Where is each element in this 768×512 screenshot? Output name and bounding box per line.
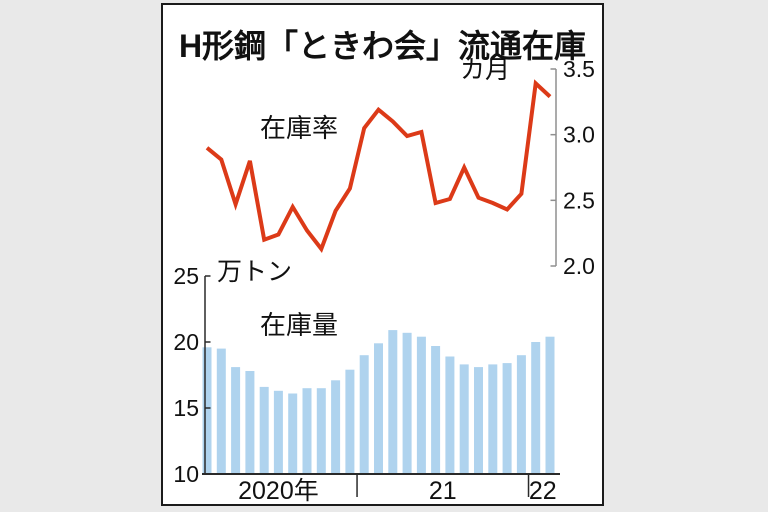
bar-month-25 (545, 336, 555, 474)
chart-panel: 25 20 15 10 2020年 21 22 3.5 3.0 2.5 2.0 H形鋼「ときわ会」流… (161, 3, 604, 506)
chart-canvas: 25 20 15 10 2020年 21 22 3.5 3.0 2.5 2.0 (173, 56, 595, 504)
line-series-label: 在庫率 (259, 113, 339, 143)
bar-month-20 (474, 367, 483, 474)
bar-y-axis-tick-label: 20 (173, 329, 199, 355)
bar-month-23 (516, 355, 526, 474)
bar-month-2 (216, 348, 226, 474)
bar-month-12 (359, 355, 369, 474)
bar-month-14 (388, 330, 398, 474)
bar-month-16 (416, 336, 426, 474)
bar-month-5 (259, 386, 269, 474)
bar-month-19 (459, 364, 469, 474)
bar-month-21 (488, 364, 498, 474)
bar-month-15 (402, 332, 412, 474)
line-y-axis-tick-label: 3.5 (563, 56, 595, 82)
x-axis-year-label: 22 (529, 477, 557, 504)
bar-series-label: 在庫量 (259, 310, 339, 340)
bar-month-1 (202, 347, 212, 474)
line-y-axis-tick-label: 2.5 (563, 187, 595, 213)
bar-axis-unit-label: 万トン (217, 258, 293, 286)
bar-month-6 (273, 390, 283, 474)
bar-month-7 (288, 393, 298, 474)
bar-month-8 (302, 388, 312, 474)
bar-y-axis-tick-label: 10 (173, 461, 199, 487)
bar-month-11 (345, 369, 355, 474)
x-axis-year-label: 21 (429, 477, 457, 504)
line-y-axis-tick-label: 2.0 (563, 253, 595, 279)
bar-month-3 (231, 367, 241, 474)
bar-month-24 (531, 342, 541, 474)
bar-month-22 (502, 363, 512, 474)
bar-month-9 (316, 388, 326, 474)
line-axis-unit-label: カ月 (459, 56, 511, 84)
bar-month-4 (245, 371, 255, 474)
inventory-ratio-line (205, 79, 552, 253)
bar-y-axis-tick-label: 15 (173, 395, 199, 421)
chart-title: H形鋼「ときわ会」流通在庫 (178, 28, 587, 64)
bar-month-17 (431, 346, 441, 474)
bar-month-18 (445, 356, 455, 474)
x-axis-year-label: 2020年 (238, 477, 319, 504)
bar-month-13 (374, 343, 383, 474)
bar-month-10 (331, 380, 341, 474)
line-y-axis-tick-label: 3.0 (563, 122, 595, 148)
bar-y-axis-tick-label: 25 (173, 263, 199, 289)
